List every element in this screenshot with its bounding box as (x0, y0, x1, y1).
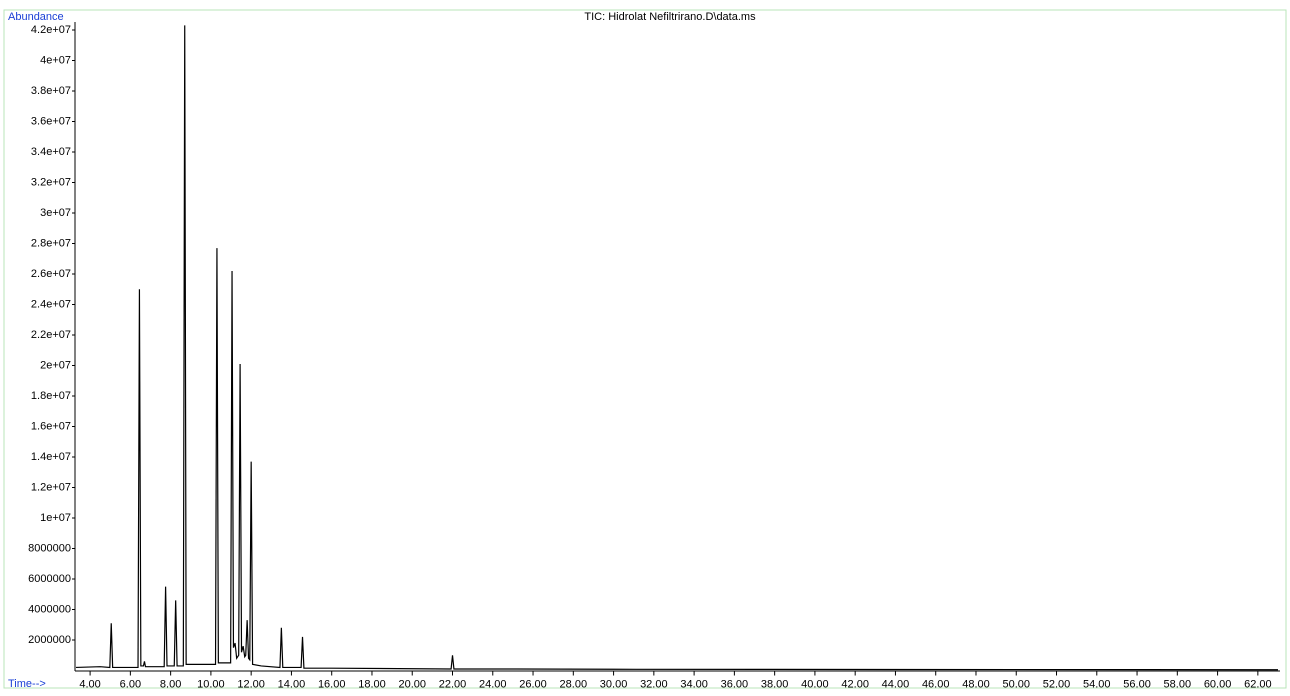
x-tick-label: 12.00 (237, 678, 265, 690)
x-tick-label: 36.00 (721, 678, 749, 690)
x-tick-label: 30.00 (600, 678, 628, 690)
x-axis-label: Time--> (8, 678, 46, 690)
y-tick-label: 2.6e+07 (31, 268, 71, 280)
y-tick-label: 6000000 (28, 573, 71, 585)
x-tick-label: 26.00 (519, 678, 547, 690)
y-tick-label: 3e+07 (40, 207, 71, 219)
y-tick-label: 3.8e+07 (31, 85, 71, 97)
x-tick-label: 50.00 (1002, 678, 1030, 690)
x-tick-label: 54.00 (1083, 678, 1111, 690)
x-tick-label: 52.00 (1043, 678, 1071, 690)
y-tick-label: 2e+07 (40, 359, 71, 371)
y-tick-label: 8000000 (28, 542, 71, 554)
y-tick-label: 1.6e+07 (31, 420, 71, 432)
x-tick-label: 62.00 (1244, 678, 1272, 690)
x-tick-label: 38.00 (761, 678, 789, 690)
y-tick-label: 4000000 (28, 603, 71, 615)
x-tick-label: 16.00 (318, 678, 346, 690)
x-tick-label: 6.00 (120, 678, 141, 690)
chart-title: TIC: Hidrolat Nefiltrirano.D\data.ms (584, 11, 756, 23)
y-tick-label: 4e+07 (40, 54, 71, 66)
frame (3, 9, 1287, 689)
y-tick-label: 3.4e+07 (31, 146, 71, 158)
y-tick-label: 4.2e+07 (31, 24, 71, 36)
x-tick-label: 42.00 (841, 678, 869, 690)
y-axis-label: Abundance (8, 11, 64, 23)
y-tick-label: 2.2e+07 (31, 329, 71, 341)
x-tick-label: 10.00 (197, 678, 225, 690)
y-tick-label: 1e+07 (40, 512, 71, 524)
x-tick-label: 24.00 (479, 678, 507, 690)
x-tick-label: 14.00 (278, 678, 306, 690)
x-tick-label: 40.00 (801, 678, 829, 690)
y-tick-label: 2.4e+07 (31, 298, 71, 310)
x-tick-label: 22.00 (439, 678, 467, 690)
x-tick-label: 46.00 (922, 678, 950, 690)
x-tick-label: 32.00 (640, 678, 668, 690)
y-tick-label: 1.8e+07 (31, 390, 71, 402)
y-tick-label: 1.4e+07 (31, 451, 71, 463)
y-tick-label: 3.2e+07 (31, 176, 71, 188)
x-tick-label: 34.00 (680, 678, 708, 690)
x-tick-label: 20.00 (398, 678, 426, 690)
y-tick-label: 3.6e+07 (31, 115, 71, 127)
x-tick-label: 60.00 (1204, 678, 1232, 690)
x-tick-label: 18.00 (358, 678, 386, 690)
x-tick-label: 8.00 (160, 678, 181, 690)
y-tick-label: 2.8e+07 (31, 237, 71, 249)
chromatogram-line (75, 25, 1278, 671)
x-tick-label: 28.00 (560, 678, 588, 690)
y-tick-label: 2000000 (28, 634, 71, 646)
x-tick-label: 44.00 (882, 678, 910, 690)
y-tick-label: 1.2e+07 (31, 481, 71, 493)
x-tick-label: 48.00 (962, 678, 990, 690)
x-tick-label: 4.00 (79, 678, 100, 690)
x-tick-label: 56.00 (1123, 678, 1151, 690)
x-tick-label: 58.00 (1164, 678, 1192, 690)
